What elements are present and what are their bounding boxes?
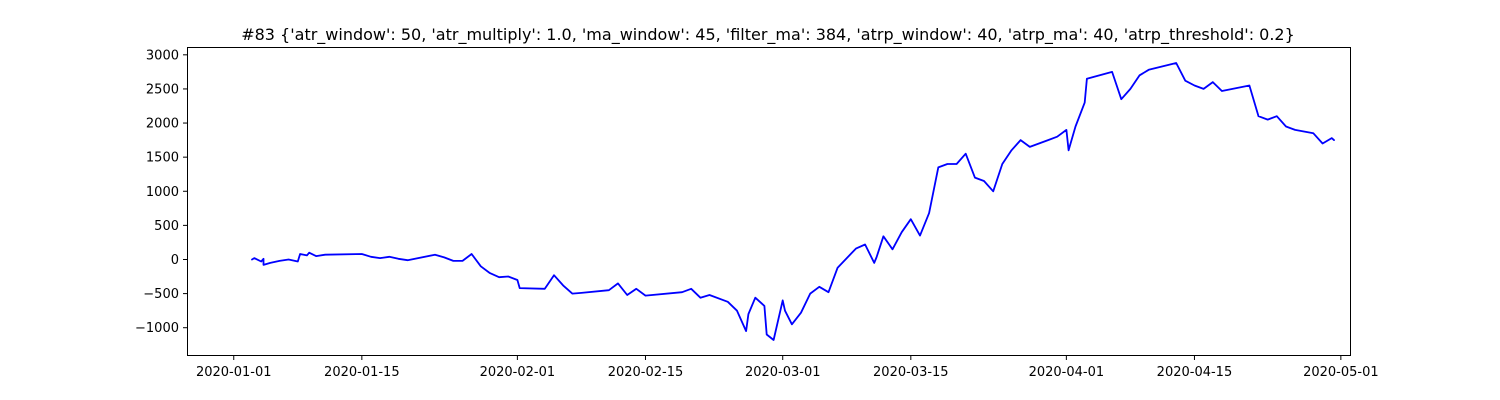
chart-title: #83 {'atr_window': 50, 'atr_multiply': 1… xyxy=(241,25,1295,45)
y-tick-label: −1000 xyxy=(135,321,179,336)
x-tick-label: 2020-02-15 xyxy=(608,365,684,380)
x-tick-label: 2020-03-01 xyxy=(745,365,821,380)
x-tick-label: 2020-01-01 xyxy=(196,365,272,380)
x-tick-label: 2020-05-01 xyxy=(1303,365,1379,380)
x-tick-label: 2020-02-01 xyxy=(480,365,556,380)
y-axis: −1000 −500 0 500 1000 1500 2000 2500 3000 xyxy=(135,48,188,336)
y-tick-label: 500 xyxy=(154,219,179,234)
y-tick-label: 0 xyxy=(171,253,179,268)
x-axis: 2020-01-01 2020-01-15 2020-02-01 2020-02-15… xyxy=(196,355,1379,380)
series-line-0 xyxy=(251,62,1335,341)
y-tick-label: 1500 xyxy=(146,151,179,166)
y-tick-label: 2000 xyxy=(146,117,179,132)
x-tick-label: 2020-03-15 xyxy=(873,365,949,380)
x-tick-label: 2020-04-15 xyxy=(1157,365,1233,380)
plot-area-frame xyxy=(187,47,1351,356)
y-tick-label: 1000 xyxy=(146,185,179,200)
x-tick-label: 2020-04-01 xyxy=(1029,365,1105,380)
y-tick-label: 2500 xyxy=(146,82,179,97)
y-tick-label: −500 xyxy=(143,287,179,302)
y-tick-label: 3000 xyxy=(146,48,179,63)
x-tick-label: 2020-01-15 xyxy=(324,365,400,380)
series-layer xyxy=(251,62,1335,341)
